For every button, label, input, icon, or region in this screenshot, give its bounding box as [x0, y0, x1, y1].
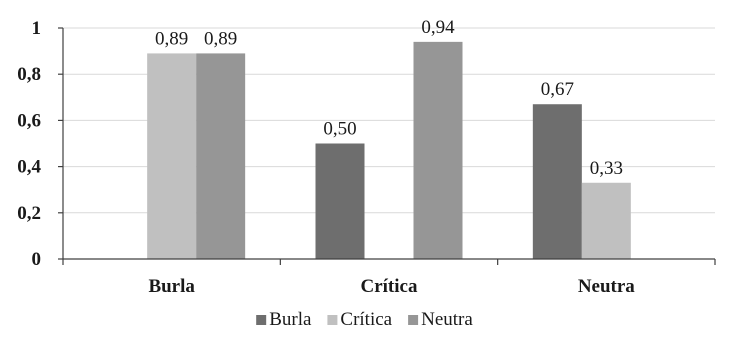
y-tick-label: 0	[32, 249, 42, 270]
data-label: 0,94	[421, 17, 455, 38]
x-tick-label: Burla	[148, 276, 195, 297]
legend-label: Crítica	[340, 309, 392, 330]
data-label: 0,89	[204, 28, 237, 49]
y-tick-label: 0,4	[17, 157, 41, 178]
x-tick-label: Crítica	[361, 276, 418, 297]
data-label: 0,33	[590, 158, 623, 179]
y-tick-label: 1	[32, 18, 42, 39]
legend-swatch-burla	[256, 315, 267, 325]
bar-burla-crítica	[315, 143, 365, 259]
x-tick-label: Neutra	[578, 276, 635, 297]
y-tick-label: 0,8	[17, 64, 41, 85]
data-labels: 0,89 0,89 0,50 0,94 0,67 0,33	[155, 17, 623, 179]
y-axis-ticks: 0 0,2 0,4 0,6 0,8 1	[17, 18, 63, 270]
y-tick-label: 0,2	[17, 203, 41, 224]
bar-neutra-burla	[196, 53, 246, 259]
data-label: 0,89	[155, 28, 188, 49]
legend: Burla Crítica Neutra	[256, 309, 473, 330]
bars	[147, 41, 631, 259]
x-axis-ticks: Burla Crítica Neutra	[62, 259, 716, 297]
y-tick-label: 0,6	[17, 110, 41, 131]
bar-neutra-crítica	[413, 41, 463, 259]
data-label: 0,67	[541, 79, 574, 100]
data-label: 0,50	[323, 119, 356, 140]
legend-label: Burla	[269, 309, 312, 330]
bar-burla-neutra	[532, 104, 582, 259]
bar-crítica-burla	[147, 53, 197, 259]
legend-swatch-crítica	[327, 315, 338, 325]
legend-swatch-neutra	[408, 315, 419, 325]
legend-label: Neutra	[421, 309, 473, 330]
axes	[62, 28, 715, 260]
bar-crítica-neutra	[581, 182, 631, 259]
